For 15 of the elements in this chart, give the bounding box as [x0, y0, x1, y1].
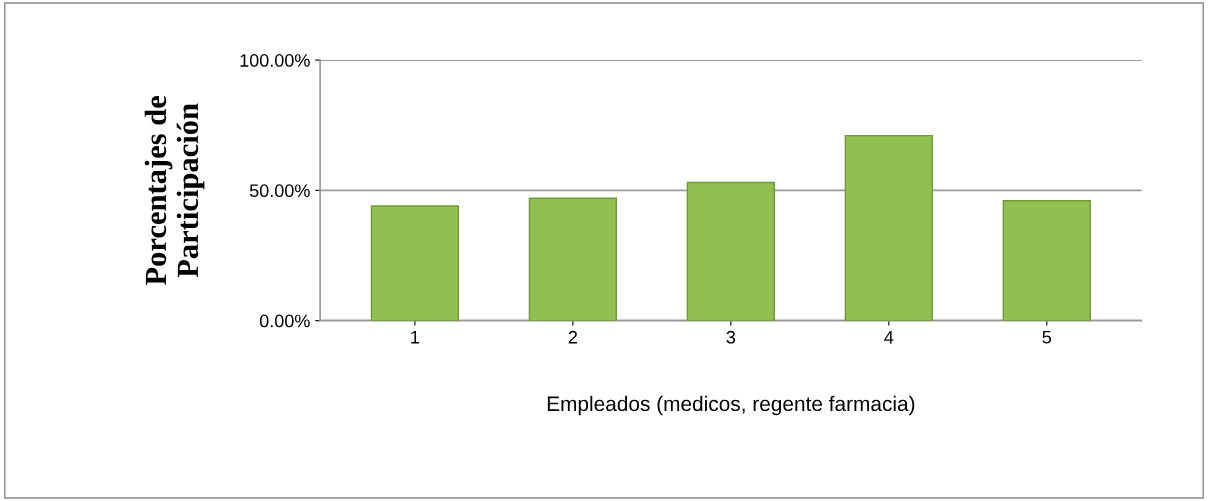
x-tick-label: 5: [1042, 331, 1052, 344]
y-tick-label: 100.00%: [240, 54, 310, 67]
bar: [528, 197, 618, 321]
x-axis-title: Empleados (medicos, regente farmacia): [547, 395, 915, 416]
bar: [686, 181, 775, 321]
x-tick-label: 2: [568, 330, 577, 344]
x-tick-label: 4: [884, 331, 894, 344]
x-tick-label: 1: [411, 331, 420, 344]
bar: [370, 205, 460, 321]
x-tick-label: 3: [726, 330, 736, 344]
y-tick-label: 50.00%: [249, 184, 310, 198]
y-axis-title: Porcentajes de Participación: [144, 95, 205, 286]
bar: [844, 134, 933, 321]
y-tick-label: 0.00%: [259, 314, 310, 328]
bar: [1002, 200, 1091, 321]
